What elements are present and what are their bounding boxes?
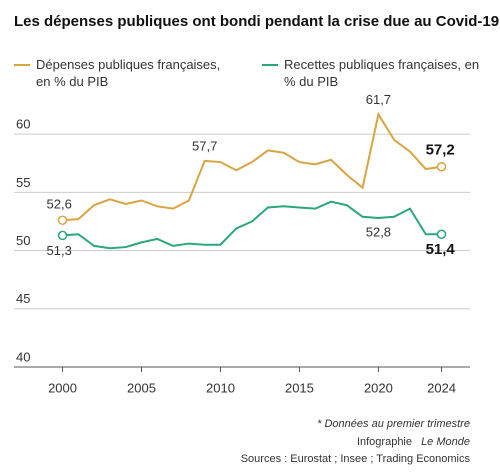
series-line — [62, 200, 442, 250]
y-tick-label: 50 — [16, 233, 30, 248]
legend-entry: Dépenses publiques françaises, en % du P… — [14, 56, 236, 90]
x-tick-label: 2010 — [206, 380, 235, 395]
data-label: 52,8 — [366, 224, 391, 239]
x-tick-label: 2024 — [427, 380, 456, 395]
x-tick-label: 2020 — [364, 380, 393, 395]
x-tick-label: 2015 — [285, 380, 314, 395]
credit-source: Le Monde — [421, 436, 470, 448]
data-label: 52,6 — [47, 197, 72, 212]
series-line — [62, 111, 442, 222]
x-tick-label: 2000 — [48, 380, 77, 395]
data-label: 51,4 — [426, 241, 456, 258]
x-tick-label: 2005 — [127, 380, 156, 395]
data-label: 57,7 — [192, 138, 217, 153]
data-label: 57,2 — [426, 142, 455, 159]
point-marker — [436, 229, 447, 240]
legend-swatch — [14, 64, 30, 66]
legend-label: Recettes publiques françaises, en % du P… — [284, 57, 480, 89]
y-tick-label: 60 — [16, 117, 30, 132]
chart-title: Les dépenses publiques ont bondi pendant… — [14, 13, 499, 30]
point-marker — [57, 215, 68, 226]
data-label: 51,3 — [47, 243, 72, 258]
y-tick-label: 55 — [16, 175, 30, 190]
y-tick-label: 45 — [16, 291, 30, 306]
sources: Sources : Eurostat ; Insee ; Trading Eco… — [241, 453, 471, 465]
credit: Infographie — [357, 436, 412, 448]
legend-swatch — [262, 64, 278, 66]
data-label: 61,7 — [366, 92, 391, 107]
legend-entry: Recettes publiques françaises, en % du P… — [262, 56, 484, 90]
point-marker — [436, 161, 447, 172]
note: * Données au premier trimestre — [317, 418, 470, 430]
legend-label: Dépenses publiques françaises, en % du P… — [36, 57, 221, 89]
point-marker — [57, 230, 68, 241]
y-tick-label: 40 — [16, 349, 30, 364]
